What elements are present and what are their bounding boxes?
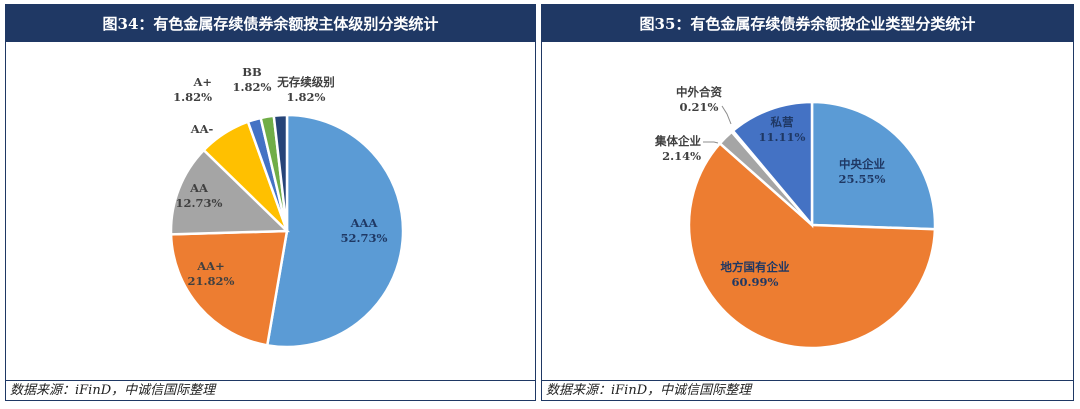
source-note: 数据来源：iFinD，中诚信国际整理 xyxy=(542,380,1073,400)
slice-label-aa: AA 12.73% xyxy=(176,181,223,210)
chart-title: 图34：有色金属存续债券余额按主体级别分类统计 xyxy=(6,5,535,42)
slice-label-slice-0: 中央企业 25.55% xyxy=(839,157,886,186)
chart-panel-rating: 图34：有色金属存续债券余额按主体级别分类统计 AAA 52.73% AA+ 21.8… xyxy=(5,4,536,401)
source-note: 数据来源：iFinD，中诚信国际整理 xyxy=(6,380,535,400)
slice-label-slice-4: 私营 11.11% xyxy=(759,115,806,144)
pie-chart-enterprise-type: 中央企业 25.55% 地方国有企业 60.99% 集体企业 2.14% 中外合资 0.21%… xyxy=(654,85,937,350)
slice-label-slice-3: 中外合资 0.21% xyxy=(676,85,722,114)
pie-slice-slice-6 xyxy=(272,113,289,232)
slice-label-aaa: AAA 52.73% xyxy=(341,216,388,245)
leader-line xyxy=(703,141,719,144)
slice-label-slice-2: 集体企业 2.14% xyxy=(654,134,701,163)
slice-label-aa-plus: AA+ 21.82% xyxy=(188,259,235,288)
pie-slice-slice-1 xyxy=(687,141,937,350)
slice-label-slice-6: 无存续级别 1.82% xyxy=(276,75,335,104)
pie-slice-aaa xyxy=(265,113,405,349)
pie-slice-slice-0 xyxy=(810,100,937,231)
pie-chart-rating: AAA 52.73% AA+ 21.82% AA 12.73% AA- A+ 1.82% BB 1.… xyxy=(169,65,405,349)
pie-slice-aa-plus xyxy=(169,229,289,347)
slice-label-slice-1: 地方国有企业 60.99% xyxy=(721,260,790,289)
slice-label-a-plus: A+ 1.82% xyxy=(173,75,212,104)
leader-line xyxy=(721,105,732,125)
pie-slice-aa xyxy=(169,148,290,236)
chart-title: 图35：有色金属存续债券余额按企业类型分类统计 xyxy=(542,5,1073,42)
slice-label-aa: AA- xyxy=(190,122,214,136)
pie-slice-slice-4 xyxy=(731,100,814,229)
slice-label-bb: BB 1.82% xyxy=(233,65,272,94)
chart-panel-enterprise-type: 图35：有色金属存续债券余额按企业类型分类统计 中央企业 25.55% 地方国有企业… xyxy=(541,4,1074,401)
